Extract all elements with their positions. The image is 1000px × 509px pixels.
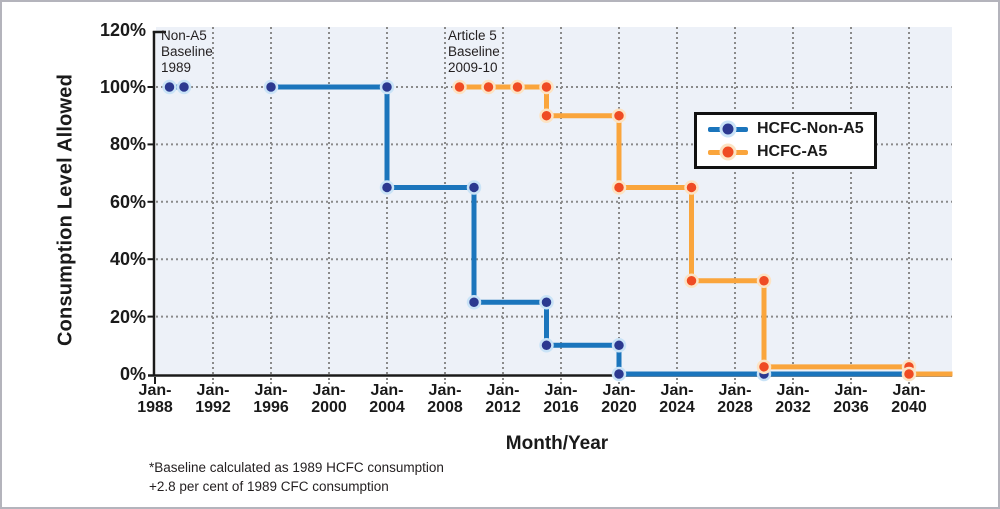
- data-point-hcfc-non-a5: [176, 79, 192, 95]
- x-tick-year: 2040: [891, 399, 927, 416]
- x-tick-month: Jan-: [892, 382, 926, 399]
- data-point-hcfc-a5: [539, 108, 554, 123]
- data-point-hcfc-a5: [611, 180, 627, 195]
- y-tick-label: 100%: [99, 77, 146, 97]
- y-tick-label: 40%: [109, 249, 146, 270]
- x-tick-label: Jan- 2040: [880, 382, 938, 416]
- legend-dot-icon: [719, 143, 737, 161]
- x-tick-year: 2036: [833, 399, 869, 416]
- x-tick-label: Jan- 2028: [706, 382, 764, 416]
- data-point-hcfc-a5: [756, 359, 772, 375]
- x-tick-label: Jan- 2008: [416, 382, 474, 416]
- data-point-hcfc-non-a5: [379, 180, 395, 195]
- x-tick-label: Jan- 1988: [126, 382, 184, 416]
- x-tick-month: Jan-: [196, 382, 230, 399]
- x-tick-month: Jan-: [370, 382, 404, 399]
- data-point-hcfc-a5: [481, 79, 496, 95]
- annotation-line: 2009-10: [448, 60, 498, 75]
- x-tick-label: Jan- 1996: [242, 382, 300, 416]
- annotation-line: Baseline: [448, 44, 500, 59]
- x-tick-label: Jan- 2020: [590, 382, 648, 416]
- x-axis-title: Month/Year: [505, 433, 609, 454]
- legend-dot-icon: [719, 120, 737, 138]
- x-tick-year: 2004: [369, 399, 405, 416]
- x-tick-year: 1988: [137, 399, 173, 416]
- data-point-hcfc-a5: [901, 366, 917, 382]
- x-tick-month: Jan-: [660, 382, 694, 399]
- x-tick-year: 2016: [543, 399, 579, 416]
- footnote-line-1: *Baseline calculated as 1989 HCFC consum…: [149, 460, 444, 475]
- data-point-hcfc-non-a5: [379, 79, 395, 95]
- x-tick-year: 2012: [485, 399, 521, 416]
- x-tick-month: Jan-: [602, 382, 636, 399]
- legend-item-hcfc-a5: HCFC-A5: [708, 143, 874, 161]
- x-tick-label: Jan- 2032: [764, 382, 822, 416]
- x-tick-month: Jan-: [254, 382, 288, 399]
- data-point-hcfc-non-a5: [539, 295, 554, 310]
- x-tick-year: 1992: [195, 399, 231, 416]
- legend-label: HCFC-Non-A5: [757, 120, 864, 137]
- annotation-line: Non-A5: [161, 28, 207, 43]
- x-tick-month: Jan-: [834, 382, 868, 399]
- x-tick-label: Jan- 2004: [358, 382, 416, 416]
- data-point-hcfc-non-a5: [466, 295, 482, 310]
- x-tick-label: Jan- 1992: [184, 382, 242, 416]
- legend-label: HCFC-A5: [757, 143, 828, 160]
- x-tick-year: 2000: [311, 399, 347, 416]
- x-tick-month: Jan-: [138, 382, 172, 399]
- legend: HCFC-Non-A5 HCFC-A5: [694, 112, 877, 169]
- x-tick-month: Jan-: [486, 382, 520, 399]
- y-tick-label: 60%: [109, 191, 146, 212]
- x-tick-label: Jan- 2036: [822, 382, 880, 416]
- x-tick-year: 2032: [775, 399, 811, 416]
- x-tick-year: 2008: [427, 399, 463, 416]
- data-point-hcfc-non-a5: [611, 338, 627, 353]
- data-point-hcfc-a5: [756, 273, 772, 288]
- x-tick-year: 2028: [717, 399, 753, 416]
- data-point-hcfc-non-a5: [162, 79, 177, 95]
- x-tick-label: Jan- 2024: [648, 382, 706, 416]
- x-tick-year: 1996: [253, 399, 289, 416]
- data-point-hcfc-non-a5: [611, 366, 627, 382]
- x-tick-month: Jan-: [312, 382, 346, 399]
- data-point-hcfc-a5: [684, 180, 699, 195]
- x-tick-month: Jan-: [544, 382, 578, 399]
- x-tick-label: Jan- 2012: [474, 382, 532, 416]
- x-tick-label: Jan- 2016: [532, 382, 590, 416]
- x-tick-month: Jan-: [776, 382, 810, 399]
- legend-swatch-hcfc-a5: [708, 143, 748, 161]
- footnote-line-2: +2.8 per cent of 1989 CFC consumption: [149, 479, 389, 494]
- x-tick-month: Jan-: [428, 382, 462, 399]
- series-line-hcfc-non-a5: [271, 84, 909, 377]
- annotation-article5-baseline: Article 5 Baseline 2009-10: [448, 28, 500, 76]
- annotation-non-a5-baseline: Non-A5 Baseline 1989: [161, 28, 213, 76]
- data-point-hcfc-a5: [684, 273, 699, 288]
- annotation-line: Baseline: [161, 44, 213, 59]
- x-tick-month: Jan-: [718, 382, 752, 399]
- data-point-hcfc-a5: [452, 79, 467, 95]
- data-point-hcfc-non-a5: [466, 180, 482, 195]
- annotation-line: Article 5: [448, 28, 497, 43]
- annotation-line: 1989: [161, 60, 192, 75]
- legend-item-hcfc-non-a5: HCFC-Non-A5: [708, 120, 874, 138]
- x-tick-year: 2024: [659, 399, 695, 416]
- y-tick-label: 120%: [99, 19, 146, 40]
- y-tick-label: 0%: [119, 364, 146, 384]
- data-point-hcfc-a5: [611, 108, 627, 123]
- data-point-hcfc-a5: [539, 79, 554, 95]
- data-point-hcfc-non-a5: [263, 79, 279, 95]
- footnote: *Baseline calculated as 1989 HCFC consum…: [149, 458, 444, 496]
- plot-background: [156, 27, 952, 374]
- data-point-hcfc-a5: [510, 79, 525, 95]
- legend-swatch-hcfc-non-a5: [708, 120, 748, 138]
- x-tick-year: 2020: [601, 399, 637, 416]
- data-point-hcfc-non-a5: [539, 338, 554, 353]
- y-tick-label: 20%: [109, 306, 146, 327]
- y-tick-label: 80%: [109, 134, 146, 155]
- x-tick-label: Jan- 2000: [300, 382, 358, 416]
